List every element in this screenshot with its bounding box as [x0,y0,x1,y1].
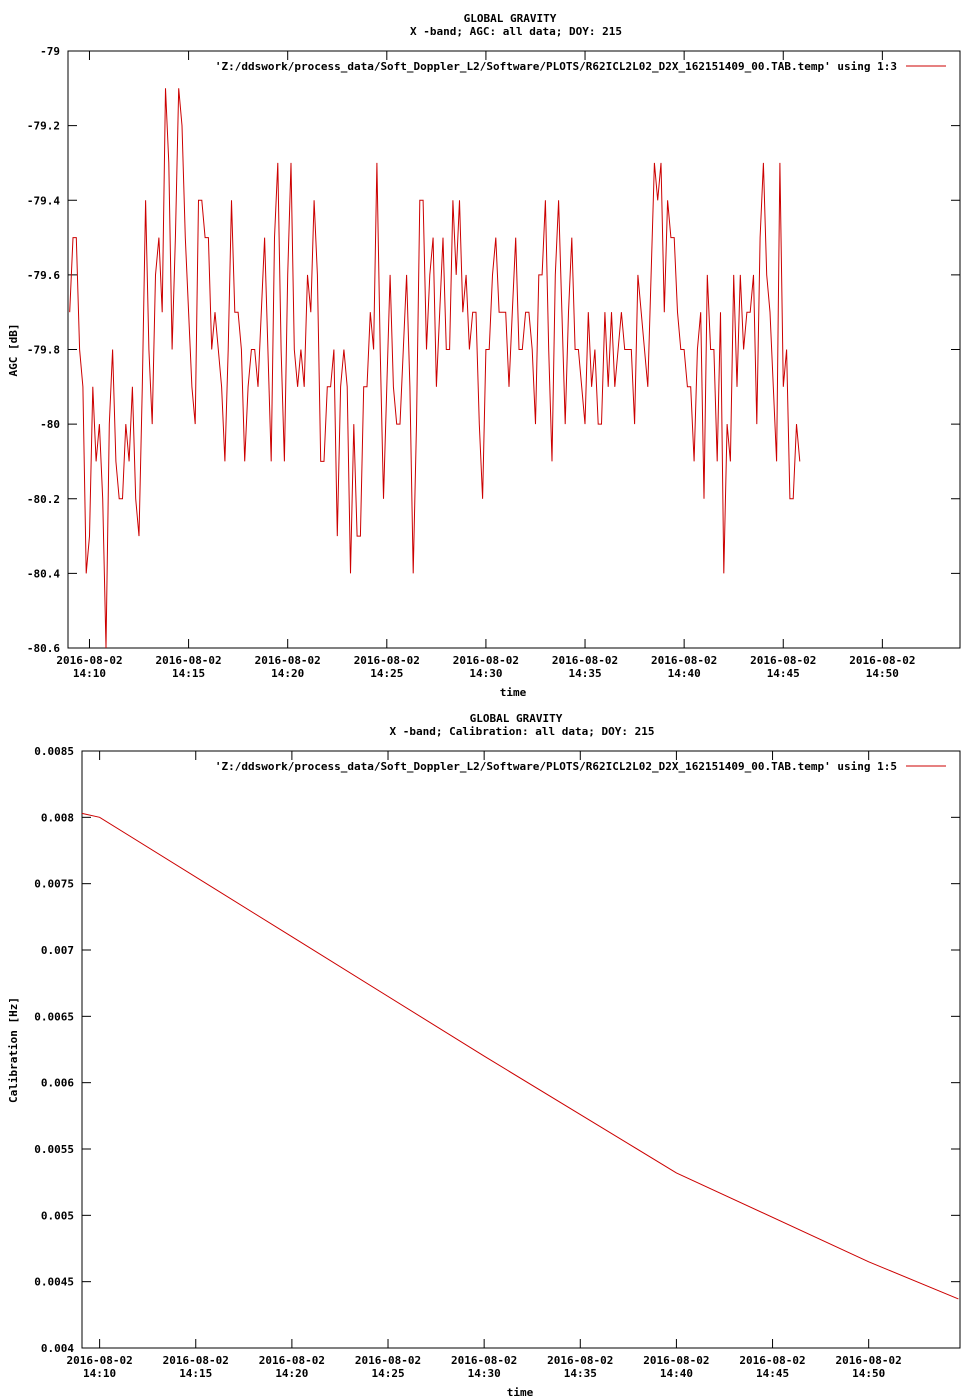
x-tick-label-date: 2016-08-02 [255,654,321,667]
series-group [69,88,801,649]
y-tick-label: 0.0065 [34,1010,74,1023]
x-tick-label-date: 2016-08-02 [155,654,221,667]
y-tick-label: -79.2 [27,120,60,133]
y-tick-label: -79.6 [27,269,60,282]
y-tick-label: 0.005 [41,1209,74,1222]
x-tick-label-date: 2016-08-02 [355,1354,421,1367]
x-tick-label-date: 2016-08-02 [163,1354,229,1367]
y-tick-label: 0.0045 [34,1276,74,1289]
series-line [69,88,801,649]
x-tick-label-date: 2016-08-02 [651,654,717,667]
x-tick-label-time: 14:10 [83,1367,116,1380]
chart-title: GLOBAL GRAVITY [470,712,563,725]
x-tick-label-time: 14:50 [852,1367,885,1380]
y-tick-label: 0.006 [41,1077,74,1090]
x-tick-label-time: 14:30 [468,1367,501,1380]
legend-label: 'Z:/ddswork/process_data/Soft_Doppler_L2… [215,60,897,73]
x-tick-label-date: 2016-08-02 [849,654,915,667]
legend-label: 'Z:/ddswork/process_data/Soft_Doppler_L2… [215,760,897,773]
agc-chart: GLOBAL GRAVITY X -band; AGC: all data; D… [7,12,961,699]
x-tick-label-date: 2016-08-02 [547,1354,613,1367]
x-tick-label-time: 14:35 [568,667,601,680]
y-axis-ticks: 0.004 0.0045 0.005 0.0055 0.006 0.0065 0.007 0.… [34,745,960,1355]
y-tick-label: -80.6 [27,642,60,655]
x-axis-ticks: 2016-08-0214:102016-08-0214:152016-08-02… [56,51,915,680]
x-tick-label-date: 2016-08-02 [56,654,122,667]
x-tick-label-time: 14:20 [275,1367,308,1380]
x-tick-label-time: 14:40 [668,667,701,680]
y-tick-label: -80.4 [27,567,60,580]
x-tick-label-time: 14:40 [660,1367,693,1380]
chart-title: GLOBAL GRAVITY [464,12,557,25]
y-tick-label: 0.0085 [34,745,74,758]
x-tick-label-time: 14:15 [172,667,205,680]
y-tick-label: -80.2 [27,493,60,506]
x-tick-label-date: 2016-08-02 [451,1354,517,1367]
x-tick-label-time: 14:15 [179,1367,212,1380]
y-tick-label: -80 [40,418,60,431]
x-axis-ticks: 2016-08-0214:102016-08-0214:152016-08-02… [67,751,902,1380]
y-tick-label: -79.4 [27,194,60,207]
x-axis-label: time [500,686,527,699]
chart-subtitle: X -band; Calibration: all data; DOY: 215 [390,725,655,738]
y-axis-ticks: -79 -79.2 -79.4 -79.6 -79.8 -80 -80.2 -80.4 -80.… [27,45,960,655]
chart-subtitle: X -band; AGC: all data; DOY: 215 [410,25,622,38]
x-tick-label-date: 2016-08-02 [67,1354,133,1367]
y-tick-label: -79.8 [27,344,60,357]
x-tick-label-time: 14:10 [73,667,106,680]
x-tick-label-time: 14:35 [564,1367,597,1380]
x-tick-label-date: 2016-08-02 [739,1354,805,1367]
series-group [81,812,959,1300]
y-axis-label: Calibration [Hz] [7,997,20,1103]
legend: 'Z:/ddswork/process_data/Soft_Doppler_L2… [215,760,946,773]
x-tick-label-time: 14:50 [866,667,899,680]
x-tick-label-date: 2016-08-02 [836,1354,902,1367]
y-tick-label: 0.0075 [34,878,74,891]
x-tick-label-time: 14:30 [469,667,502,680]
series-line [81,812,959,1300]
x-tick-label-date: 2016-08-02 [552,654,618,667]
x-tick-label-date: 2016-08-02 [750,654,816,667]
y-tick-label: 0.008 [41,811,74,824]
y-tick-label: 0.004 [41,1342,74,1355]
x-tick-label-time: 14:25 [370,667,403,680]
x-tick-label-date: 2016-08-02 [643,1354,709,1367]
x-tick-label-time: 14:45 [756,1367,789,1380]
x-tick-label-date: 2016-08-02 [259,1354,325,1367]
y-tick-label: 0.007 [41,944,74,957]
y-tick-label: -79 [40,45,60,58]
y-axis-label: AGC [dB] [7,324,20,377]
y-tick-label: 0.0055 [34,1143,74,1156]
x-tick-label-time: 14:45 [767,667,800,680]
plot-frame [67,50,961,649]
x-tick-label-time: 14:25 [371,1367,404,1380]
calibration-chart: GLOBAL GRAVITY X -band; Calibration: all… [7,712,961,1399]
x-tick-label-time: 14:20 [271,667,304,680]
plot-frame [81,750,961,1349]
legend: 'Z:/ddswork/process_data/Soft_Doppler_L2… [215,60,946,73]
x-tick-label-date: 2016-08-02 [354,654,420,667]
x-axis-label: time [507,1386,534,1399]
x-tick-label-date: 2016-08-02 [453,654,519,667]
